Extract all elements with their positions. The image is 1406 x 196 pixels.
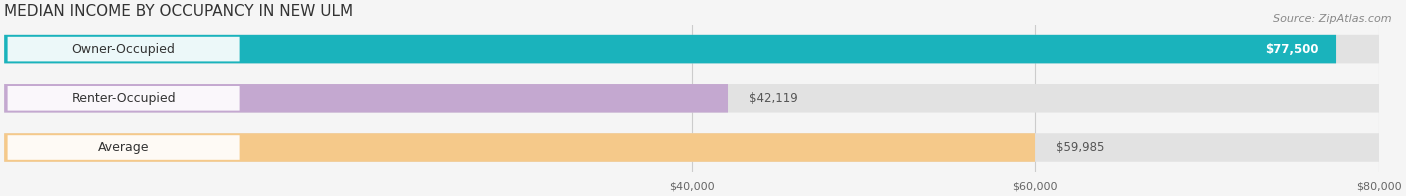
FancyBboxPatch shape bbox=[7, 86, 239, 111]
FancyBboxPatch shape bbox=[4, 35, 1379, 63]
Text: Average: Average bbox=[98, 141, 149, 154]
FancyBboxPatch shape bbox=[4, 35, 1336, 63]
Text: $77,500: $77,500 bbox=[1265, 43, 1319, 56]
Text: $59,985: $59,985 bbox=[1056, 141, 1104, 154]
FancyBboxPatch shape bbox=[4, 133, 1035, 162]
Text: Owner-Occupied: Owner-Occupied bbox=[72, 43, 176, 56]
FancyBboxPatch shape bbox=[4, 84, 728, 113]
FancyBboxPatch shape bbox=[4, 133, 1379, 162]
Text: Renter-Occupied: Renter-Occupied bbox=[72, 92, 176, 105]
Text: $42,119: $42,119 bbox=[748, 92, 797, 105]
FancyBboxPatch shape bbox=[7, 135, 239, 160]
Text: MEDIAN INCOME BY OCCUPANCY IN NEW ULM: MEDIAN INCOME BY OCCUPANCY IN NEW ULM bbox=[4, 4, 353, 19]
FancyBboxPatch shape bbox=[7, 37, 239, 61]
Text: Source: ZipAtlas.com: Source: ZipAtlas.com bbox=[1274, 14, 1392, 24]
FancyBboxPatch shape bbox=[4, 84, 1379, 113]
